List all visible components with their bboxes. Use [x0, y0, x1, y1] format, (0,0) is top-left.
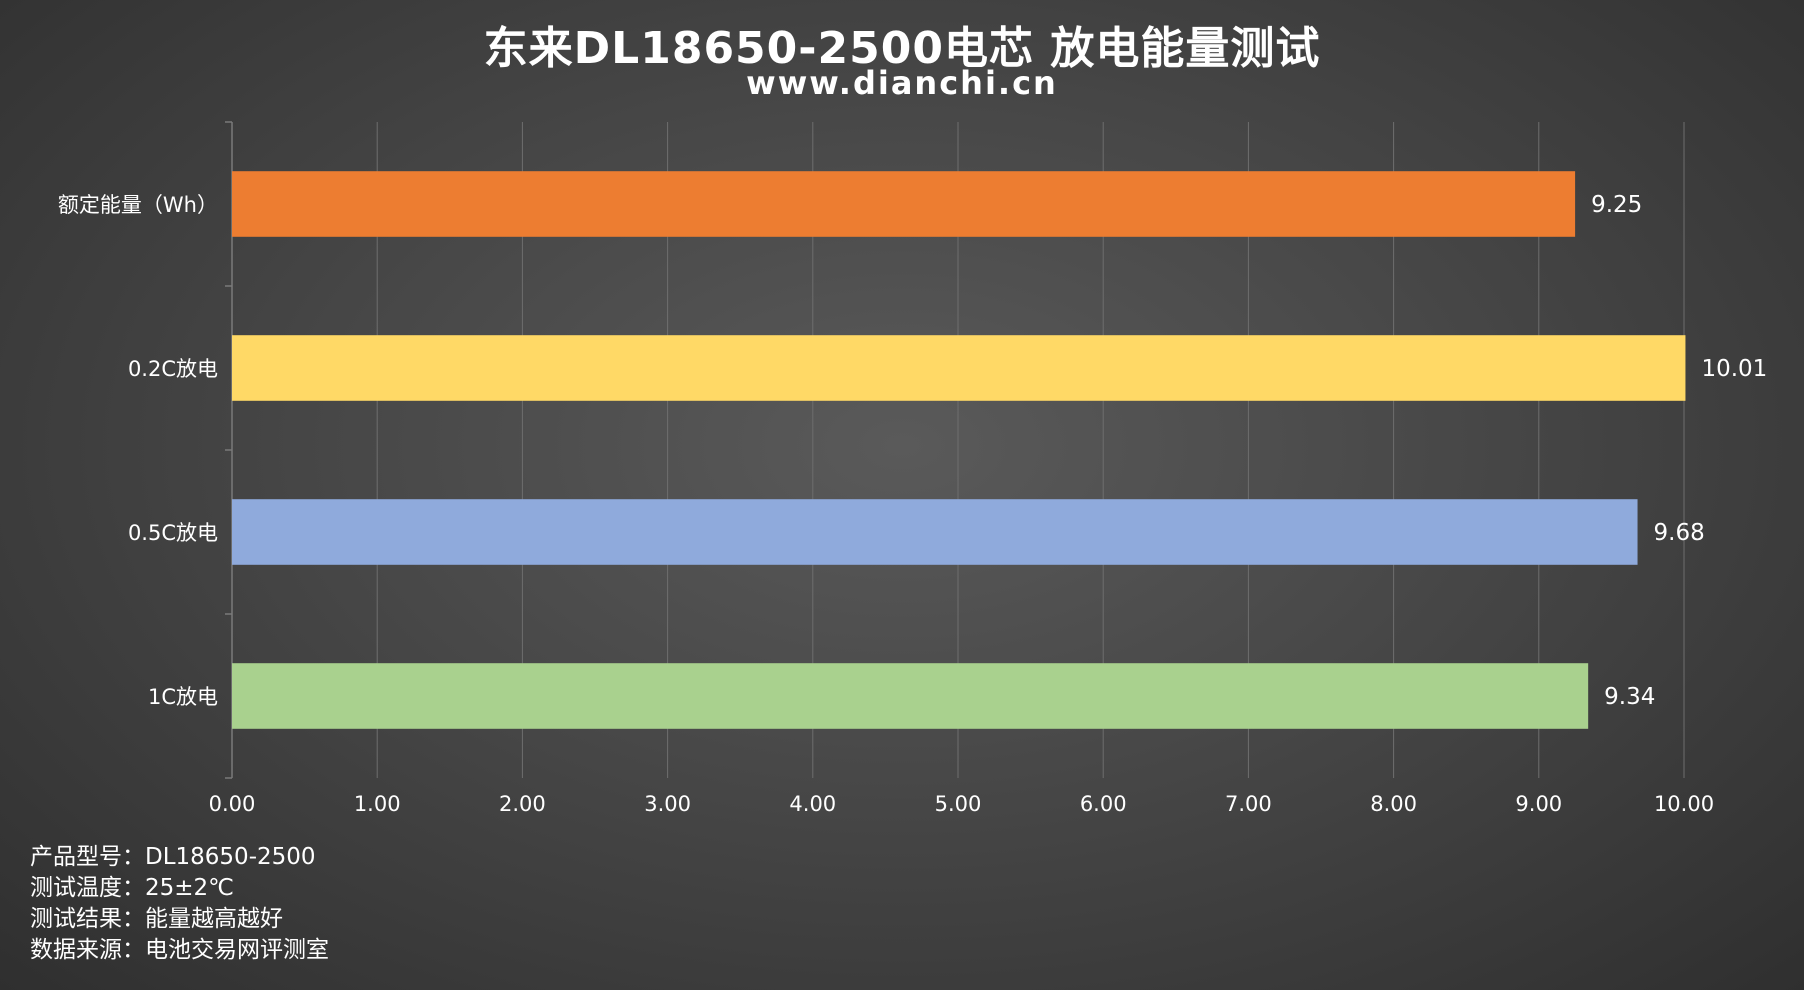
x-tick-label: 1.00: [354, 792, 401, 816]
y-axis: [225, 121, 233, 779]
x-tick-label: 9.00: [1515, 792, 1562, 816]
category-label: 额定能量（Wh）: [58, 193, 218, 217]
bar: [232, 335, 1686, 401]
x-tick-label: 4.00: [789, 792, 836, 816]
data-label: 9.68: [1654, 520, 1705, 546]
data-label: 10.01: [1701, 356, 1767, 382]
category-label: 0.2C放电: [128, 357, 218, 381]
note-result: 测试结果：能量越高越好: [30, 906, 283, 932]
category-label: 0.5C放电: [128, 521, 218, 545]
x-tick-label: 7.00: [1225, 792, 1272, 816]
labels: 0.00 1.00 2.00 3.00 4.00 5.00 6.00 7.00 8.00 9.00…: [58, 192, 1767, 816]
x-tick-label: 3.00: [644, 792, 691, 816]
note-temperature: 测试温度：25±2℃: [30, 875, 235, 901]
chart-title: 东来DL18650-2500电芯 放电能量测试: [483, 23, 1321, 74]
x-tick-label: 0.00: [209, 792, 256, 816]
note-model: 产品型号：DL18650-2500: [30, 844, 316, 870]
x-tick-label: 5.00: [935, 792, 982, 816]
x-tick-label: 6.00: [1080, 792, 1127, 816]
chart-subtitle: www.dianchi.cn: [746, 64, 1058, 102]
bar: [232, 171, 1576, 237]
x-tick-label: 8.00: [1370, 792, 1417, 816]
bar: [232, 663, 1589, 729]
x-tick-label: 10.00: [1654, 792, 1714, 816]
data-label: 9.25: [1591, 192, 1642, 218]
data-label: 9.34: [1604, 684, 1655, 710]
bars: [232, 171, 1686, 729]
notes: 产品型号：DL18650-2500 测试温度：25±2℃ 测试结果：能量越高越好…: [30, 842, 329, 966]
note-source: 数据来源：电池交易网评测室: [30, 937, 329, 963]
bar: [232, 499, 1638, 565]
category-label: 1C放电: [148, 685, 218, 709]
x-tick-label: 2.00: [499, 792, 546, 816]
